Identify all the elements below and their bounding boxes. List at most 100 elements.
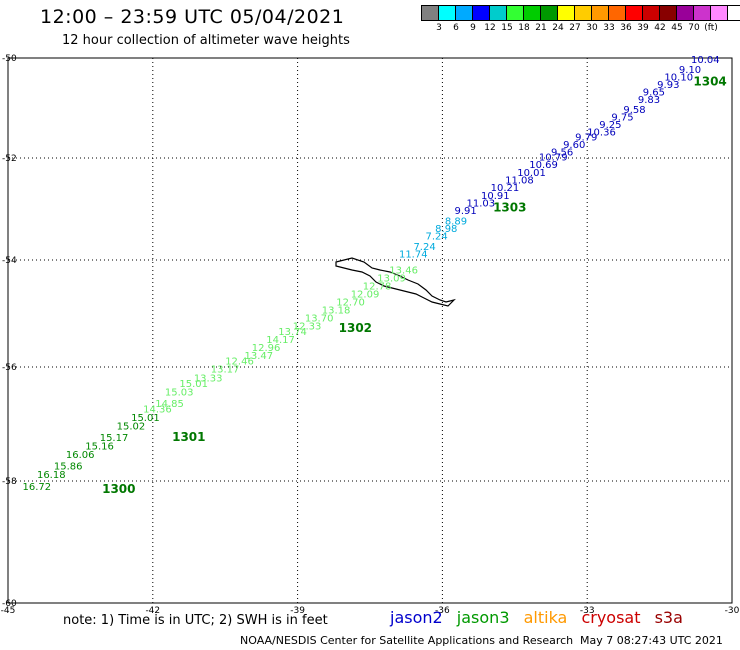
color-swatch — [711, 6, 728, 20]
swh-value-label: 10.10 — [664, 73, 693, 84]
track-time-label: 1303 — [493, 201, 526, 215]
legend-jason3: jason3 — [456, 608, 510, 627]
swh-value-label: 15.86 — [54, 462, 83, 473]
swh-value-label: 13.74 — [278, 327, 307, 338]
color-scale-label: 9 — [470, 23, 476, 33]
swh-value-label: 12.96 — [252, 343, 281, 354]
swh-value-label: 13.47 — [245, 351, 274, 362]
color-scale-label: 21 — [535, 23, 547, 33]
color-scale-label: 39 — [637, 23, 649, 33]
color-swatch — [575, 6, 592, 20]
swh-value-label: 9.65 — [643, 88, 665, 99]
color-swatch — [473, 6, 490, 20]
swh-value-label: 15.17 — [100, 433, 129, 444]
color-scale-label: 3 — [436, 23, 442, 33]
lon-tick-label: -42 — [145, 606, 160, 616]
swh-value-label: 12.78 — [363, 281, 392, 292]
swh-value-label: 13.09 — [377, 273, 406, 284]
swh-value-label: 13.18 — [322, 306, 351, 317]
swh-value-label: 13.70 — [305, 314, 334, 325]
lon-tick-label: -30 — [725, 606, 740, 616]
lat-tick-label: -54 — [2, 256, 17, 266]
color-swatch — [694, 6, 711, 20]
swh-value-label: 12.33 — [293, 322, 322, 333]
lat-tick-label: -50 — [2, 54, 17, 64]
lat-tick-label: -56 — [2, 363, 17, 373]
swh-value-label: 9.83 — [638, 95, 660, 106]
swh-value-label: 13.33 — [194, 373, 223, 384]
footer-note: note: 1) Time is in UTC; 2) SWH is in fe… — [63, 613, 328, 628]
color-scale-label: 27 — [569, 23, 581, 33]
swh-value-label: 10.36 — [587, 128, 616, 139]
swh-value-label: 16.72 — [22, 482, 51, 493]
axis-tick-labels: -45 -42 -39 -36 -33 -30 -50 -52 -54 -56 -58 -60 — [1, 54, 740, 616]
color-swatch — [677, 6, 694, 20]
color-swatch — [660, 6, 677, 20]
credit-line: NOAA/NESDIS Center for Satellite Applica… — [240, 634, 574, 647]
swh-value-label: 11.03 — [467, 198, 496, 209]
color-scale-label: (ft) — [704, 23, 718, 33]
swh-value-label: 14.17 — [266, 335, 295, 346]
color-swatch — [439, 6, 456, 20]
swh-value-label: 13.17 — [211, 365, 240, 376]
swh-value-label: 7.24 — [426, 232, 448, 243]
swh-value-label: 9.93 — [657, 80, 679, 91]
color-swatch — [592, 6, 609, 20]
legend-jason2: jason2 — [390, 608, 443, 627]
lat-tick-label: -60 — [2, 599, 17, 609]
swh-value-label: 14.36 — [143, 405, 172, 416]
swh-value-label: 8.98 — [435, 224, 457, 235]
color-swatch — [609, 6, 626, 20]
swh-value-label: 12.70 — [336, 297, 365, 308]
swh-value-label: 13.46 — [389, 265, 418, 276]
swh-value-label: 9.25 — [599, 120, 621, 131]
lon-tick-label: -39 — [290, 606, 305, 616]
map-frame — [7, 57, 733, 604]
color-scale-label: 70 — [688, 23, 700, 33]
color-swatch — [507, 6, 524, 20]
lat-tick-label: -58 — [2, 477, 17, 487]
track-time-label: 1304 — [693, 75, 726, 89]
swh-value-label: 15.02 — [117, 422, 146, 433]
swh-value-label: 9.91 — [454, 206, 476, 217]
swh-value-label: 15.16 — [85, 442, 114, 453]
swh-value-label: 14.85 — [155, 399, 184, 410]
color-scale-labels: 3 6 9 12 15 18 21 24 27 30 33 36 39 42 45 70 (ft) — [421, 21, 740, 33]
swh-value-label: 11.08 — [505, 176, 534, 187]
swh-value-label: 9.10 — [679, 65, 701, 76]
swh-value-label: 8.89 — [445, 216, 467, 227]
swh-value-label: 11.74 — [399, 249, 428, 260]
legend-cryosat: cryosat — [581, 608, 641, 627]
generated-timestamp: May 7 08:27:43 UTC 2021 — [580, 634, 723, 647]
legend-s3a: s3a — [654, 608, 683, 627]
lon-tick-label: -36 — [435, 606, 450, 616]
swh-value-label: 12.09 — [351, 289, 380, 300]
track-time-label: 1300 — [102, 482, 135, 496]
lat-tick-label: -52 — [2, 154, 17, 164]
legend-altika: altika — [523, 608, 568, 627]
map-gridlines — [8, 58, 732, 603]
track-time-label: 1302 — [339, 321, 372, 335]
swh-value-label: 16.06 — [66, 450, 95, 461]
swh-tracks: 16.7216.1815.8616.0615.1615.1715.0215.01… — [22, 55, 719, 493]
track-time-label: 1301 — [172, 430, 205, 444]
color-scale-label: 45 — [671, 23, 683, 33]
swh-value-label: 10.01 — [517, 168, 546, 179]
color-scale-label: 15 — [501, 23, 513, 33]
south-georgia-island — [335, 257, 456, 307]
swh-value-label: 9.79 — [575, 133, 597, 144]
swh-value-label: 9.56 — [551, 148, 573, 159]
color-swatch — [558, 6, 575, 20]
color-scale-label: 18 — [518, 23, 530, 33]
track-time-labels: 1300 1301 1302 1303 1304 — [102, 75, 727, 497]
swh-value-label: 9.58 — [623, 105, 645, 116]
swh-value-label: 15.03 — [165, 388, 194, 399]
swh-value-label: 10.21 — [491, 183, 520, 194]
color-swatch — [524, 6, 541, 20]
color-swatch — [626, 6, 643, 20]
swh-value-label: 10.04 — [691, 55, 720, 66]
swh-value-label: 9.60 — [563, 140, 585, 151]
page-subtitle: 12 hour collection of altimeter wave hei… — [62, 33, 350, 48]
swh-value-label: 10.69 — [529, 160, 558, 171]
